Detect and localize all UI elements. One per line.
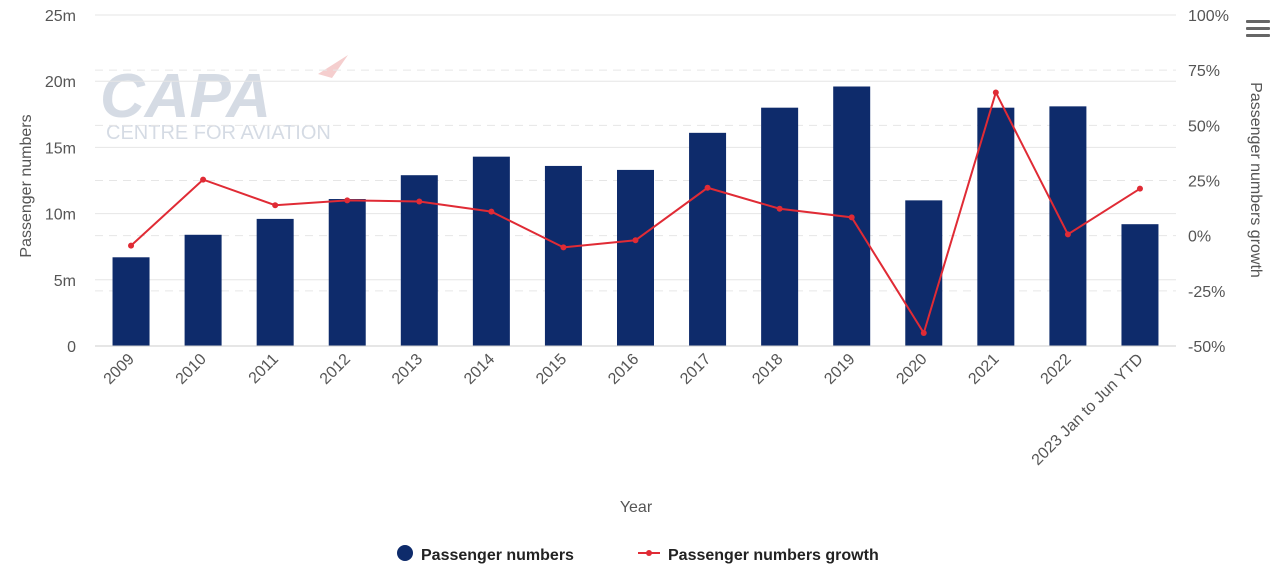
y-tick-label-right: 75% (1188, 63, 1220, 80)
x-tick-label: 2017 (677, 351, 714, 388)
y-tick-label-left: 25m (45, 8, 76, 25)
x-tick-label: 2015 (533, 351, 570, 388)
x-tick-label: 2010 (173, 351, 210, 388)
x-tick-label: 2019 (821, 351, 858, 388)
y-tick-label-right: 25% (1188, 174, 1220, 191)
y-tick-label-right: -25% (1188, 284, 1225, 301)
x-axis-title: Year (620, 499, 653, 516)
legend-item-passenger-numbers[interactable]: Passenger numbers (397, 545, 574, 564)
bar-2021[interactable] (977, 107, 1015, 347)
line-series (128, 89, 1143, 336)
growth-point-2011[interactable] (272, 202, 279, 209)
x-tick-label: 2013 (389, 351, 426, 388)
legend-marker-dot (646, 550, 652, 556)
bar-2011[interactable] (256, 218, 294, 346)
growth-point-2017[interactable] (704, 184, 711, 191)
y-tick-label-left: 5m (54, 273, 76, 290)
growth-point-2021[interactable] (992, 89, 999, 96)
watermark-logo: CAPA CENTRE FOR AVIATION (100, 55, 348, 144)
x-tick-label: 2014 (461, 351, 498, 388)
x-tick-label: 2020 (893, 351, 930, 388)
x-tick-label: 2009 (101, 351, 138, 388)
bar-2018[interactable] (761, 107, 799, 347)
x-tick-label: 2021 (965, 351, 1002, 388)
growth-point-2009[interactable] (128, 242, 135, 249)
hamburger-menu-icon[interactable] (1246, 20, 1270, 42)
growth-point-2015[interactable] (560, 244, 567, 251)
bar-2014[interactable] (472, 156, 510, 346)
bar-2015[interactable] (544, 165, 582, 346)
bar-2023-jan-to-jun-ytd[interactable] (1121, 224, 1159, 346)
y-tick-label-right: 100% (1188, 8, 1229, 25)
y-tick-label-left: 15m (45, 140, 76, 157)
y-tick-label-left: 0 (67, 339, 76, 356)
legend-marker-bar (397, 545, 413, 561)
watermark-tagline: CENTRE FOR AVIATION (106, 122, 331, 144)
watermark-plane-icon (318, 55, 348, 78)
growth-point-2023-jan-to-jun-ytd[interactable] (1136, 185, 1143, 192)
growth-point-2020[interactable] (920, 329, 927, 336)
legend-item-passenger-numbers-growth[interactable]: Passenger numbers growth (638, 547, 879, 564)
x-tick-label: 2011 (246, 351, 282, 387)
x-tick-label: 2018 (749, 351, 786, 388)
growth-point-2016[interactable] (632, 237, 639, 244)
bar-2017[interactable] (689, 132, 727, 346)
growth-point-2010[interactable] (200, 176, 207, 183)
legend-label-line: Passenger numbers growth (668, 547, 879, 564)
legend-label-bar: Passenger numbers (421, 547, 574, 564)
x-tick-label: 2022 (1038, 351, 1075, 388)
growth-point-2012[interactable] (344, 197, 351, 204)
growth-point-2014[interactable] (488, 208, 495, 215)
x-tick-label: 2016 (605, 351, 642, 388)
y-axis-right-title: Passenger numbers growth (1247, 82, 1264, 278)
bar-2016[interactable] (617, 169, 654, 346)
bar-2012[interactable] (328, 199, 366, 346)
y-tick-label-right: 0% (1188, 229, 1211, 246)
y-axis-left-ticks: 0 5m 10m 15m 20m 25m (45, 8, 76, 356)
bar-2010[interactable] (184, 234, 222, 346)
y-tick-label-left: 10m (45, 207, 76, 224)
x-tick-label: 2012 (317, 351, 354, 388)
x-axis-ticks: 2009 2010 2011 2012 2013 2014 2015 2016 2017 2018… (101, 351, 1147, 469)
legend: Passenger numbers Passenger numbers grow… (397, 545, 879, 564)
y-tick-label-right: 50% (1188, 118, 1220, 135)
y-tick-label-left: 20m (45, 74, 76, 91)
y-axis-left-title: Passenger numbers (18, 114, 35, 257)
bar-2020[interactable] (905, 200, 943, 346)
growth-point-2019[interactable] (848, 214, 855, 221)
growth-point-2018[interactable] (776, 205, 783, 212)
watermark-brand: CAPA (100, 62, 271, 131)
growth-point-2022[interactable] (1064, 231, 1071, 238)
bar-2009[interactable] (112, 257, 150, 346)
y-tick-label-right: -50% (1188, 339, 1225, 356)
y-axis-right-ticks: -50% -25% 0% 25% 50% 75% 100% (1188, 8, 1229, 356)
growth-point-2013[interactable] (416, 198, 423, 205)
